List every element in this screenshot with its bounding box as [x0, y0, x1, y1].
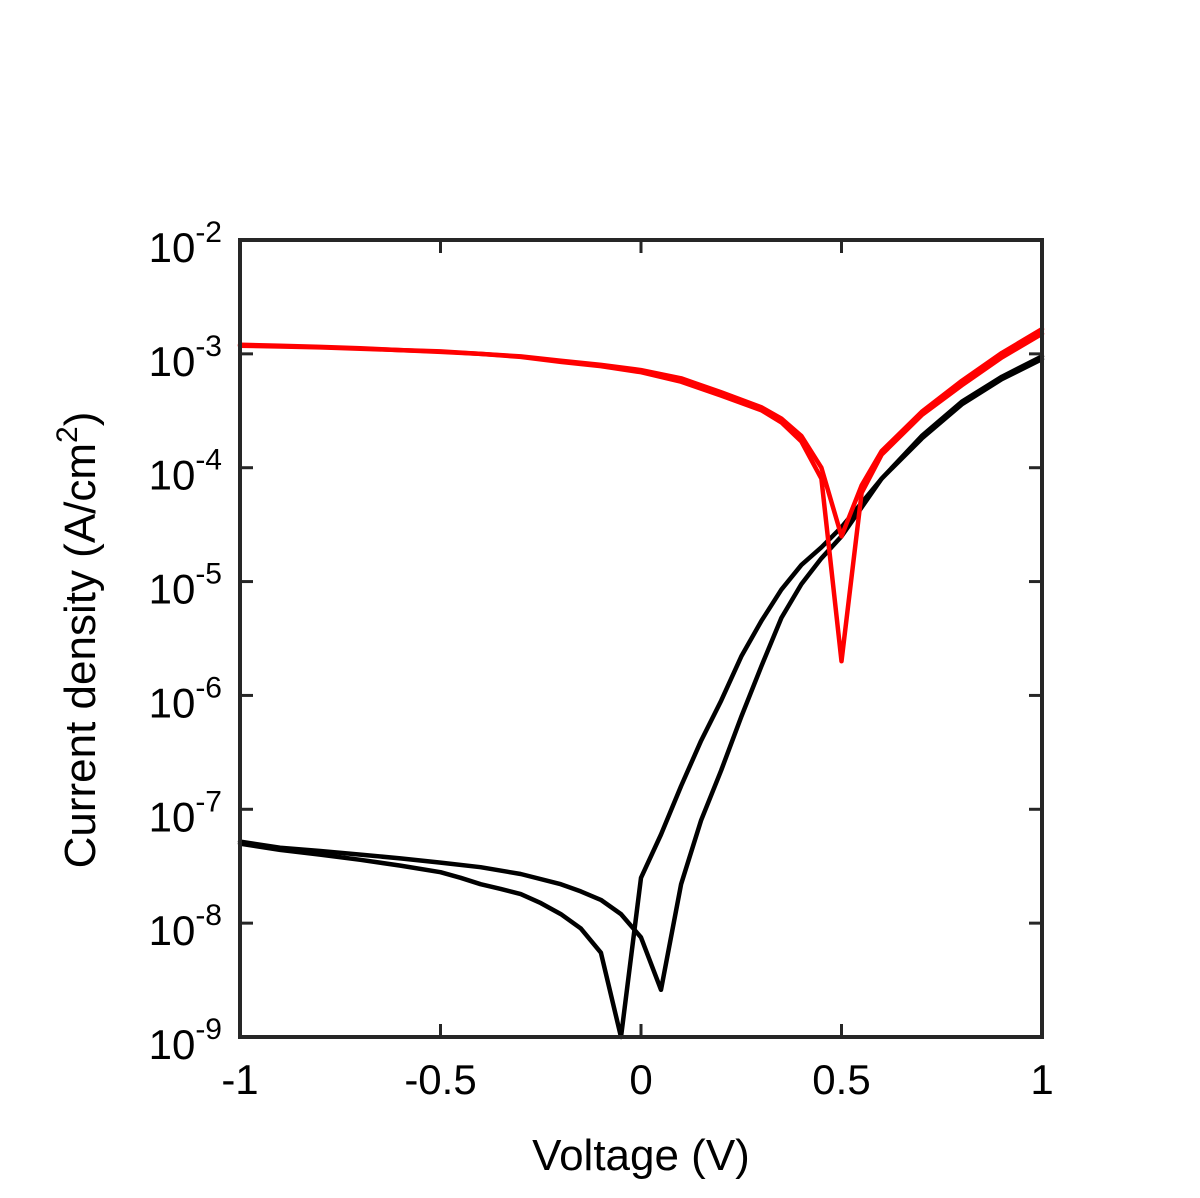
y-tick-exponent: -9 — [195, 1013, 222, 1046]
y-tick-label: 10-5 — [149, 558, 222, 613]
series-line-3 — [237, 331, 1045, 664]
y-tick-exponent: -6 — [195, 671, 222, 704]
y-tick-base: 10 — [149, 452, 196, 499]
x-axis-label: Voltage (V) — [532, 1131, 750, 1180]
y-tick-exponent: -2 — [195, 216, 222, 249]
y-tick-base: 10 — [149, 679, 196, 726]
series-line-4 — [237, 326, 1045, 539]
y-tick-base: 10 — [149, 338, 196, 385]
y-tick-exponent: -7 — [195, 785, 222, 818]
x-tick-label: -0.5 — [404, 1056, 476, 1103]
y-axis-label-close: ) — [56, 412, 105, 427]
y-tick-base: 10 — [149, 1021, 196, 1068]
y-tick-exponent: -3 — [195, 330, 222, 363]
y-tick-label: 10-2 — [149, 216, 222, 271]
y-tick-label: 10-6 — [149, 671, 222, 726]
y-tick-exponent: -8 — [195, 899, 222, 932]
y-tick-label: 10-7 — [149, 785, 222, 840]
x-tick-label: 0 — [629, 1056, 652, 1103]
y-axis-label-main: Current density (A/cm — [56, 443, 105, 868]
x-tick-label: 0.5 — [812, 1056, 870, 1103]
y-tick-base: 10 — [149, 566, 196, 613]
y-tick-base: 10 — [149, 907, 196, 954]
y-tick-exponent: -5 — [195, 558, 222, 591]
y-tick-base: 10 — [149, 793, 196, 840]
y-tick-label: 10-8 — [149, 899, 222, 954]
series-layer — [237, 326, 1045, 1040]
y-tick-base: 10 — [149, 224, 196, 271]
y-tick-exponent: -4 — [195, 444, 222, 477]
x-tick-label: -1 — [221, 1056, 258, 1103]
y-tick-label: 10-4 — [149, 444, 222, 499]
x-tick-label: 1 — [1030, 1056, 1053, 1103]
y-tick-label: 10-9 — [149, 1013, 222, 1068]
y-tick-label: 10-3 — [149, 330, 222, 385]
y-axis-label-superscript: 2 — [51, 426, 84, 443]
plot-frame — [238, 238, 1044, 1039]
series-line-1 — [237, 356, 1045, 1040]
tick-layer: -1 -0.5 0 0.5 110-210-310-410-510-610-710-81… — [149, 216, 1054, 1103]
y-axis-label: Current density (A/cm2) — [51, 412, 105, 869]
